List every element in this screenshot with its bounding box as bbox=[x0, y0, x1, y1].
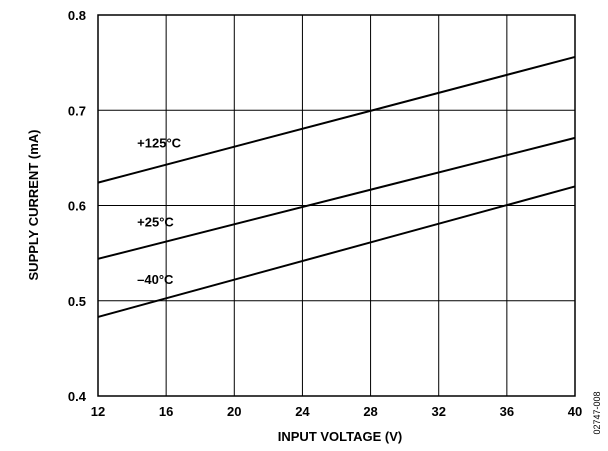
series-line bbox=[97, 55, 576, 184]
series-label: –40°C bbox=[137, 272, 174, 287]
series-label: +125°C bbox=[137, 135, 181, 150]
x-tick-label: 24 bbox=[295, 404, 310, 419]
x-tick-label: 40 bbox=[568, 404, 582, 419]
y-tick-label: 0.8 bbox=[68, 8, 86, 23]
x-axis-title: INPUT VOLTAGE (V) bbox=[278, 429, 402, 444]
y-tick-label: 0.6 bbox=[68, 199, 86, 214]
series-line bbox=[97, 185, 576, 318]
x-tick-label: 36 bbox=[500, 404, 514, 419]
y-tick-label: 0.5 bbox=[68, 294, 86, 309]
figure-id: 02747-008 bbox=[592, 391, 602, 434]
series-label: +25°C bbox=[137, 214, 174, 229]
y-axis-title: SUPPLY CURRENT (mA) bbox=[26, 130, 41, 281]
x-tick-label: 20 bbox=[227, 404, 241, 419]
series-line bbox=[97, 136, 576, 260]
plot-frame bbox=[97, 14, 576, 397]
series-layer bbox=[97, 55, 576, 318]
x-tick-label: 28 bbox=[363, 404, 377, 419]
x-tick-labels: 12 16 20 24 28 32 36 40 bbox=[91, 404, 582, 419]
x-tick-label: 12 bbox=[91, 404, 105, 419]
x-tick-label: 16 bbox=[159, 404, 173, 419]
y-tick-labels: 0.4 0.5 0.6 0.7 0.8 bbox=[68, 8, 87, 404]
x-tick-label: 32 bbox=[431, 404, 445, 419]
y-tick-label: 0.4 bbox=[68, 389, 87, 404]
y-tick-label: 0.7 bbox=[68, 103, 86, 118]
series-labels: +125°C +25°C –40°C bbox=[137, 135, 181, 287]
